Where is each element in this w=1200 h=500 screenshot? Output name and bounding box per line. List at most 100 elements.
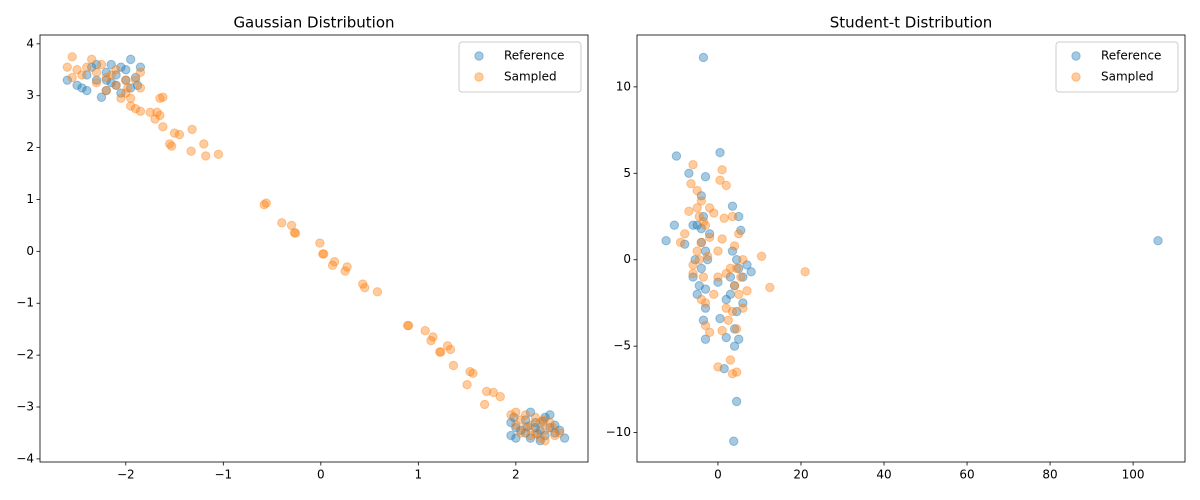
point [488, 387, 499, 398]
chart-title: Gaussian Distribution [233, 14, 394, 32]
point [538, 416, 548, 427]
point [403, 320, 414, 331]
point [530, 412, 541, 423]
point [116, 62, 126, 72]
point [734, 334, 744, 344]
point [692, 185, 702, 196]
point [545, 417, 555, 428]
point [704, 229, 715, 239]
point [555, 428, 565, 438]
legend-label: Reference [1101, 49, 1161, 63]
point [545, 423, 555, 433]
point [709, 208, 719, 218]
point [319, 249, 329, 259]
point [721, 180, 731, 191]
point [77, 70, 87, 80]
point [721, 268, 731, 279]
point [713, 246, 723, 256]
x-tick-label: −1 [214, 468, 232, 482]
point [700, 284, 711, 294]
point [696, 191, 707, 201]
point [694, 211, 704, 222]
point [729, 280, 740, 291]
x-tick-label: 0 [714, 468, 722, 482]
point [731, 396, 742, 407]
point [700, 320, 711, 331]
point [704, 232, 715, 242]
y-tick-label: 0 [623, 252, 631, 266]
point [327, 260, 338, 271]
point [125, 101, 136, 111]
point [671, 151, 682, 161]
point [742, 286, 752, 296]
point [111, 80, 121, 91]
x-tick-label: 40 [876, 468, 891, 482]
point [696, 237, 707, 248]
point [158, 92, 168, 102]
point [101, 75, 112, 85]
point [535, 433, 545, 443]
legend-label: Sampled [1101, 70, 1154, 84]
point [725, 263, 736, 274]
point [696, 294, 707, 305]
point [511, 407, 521, 417]
point [696, 237, 707, 248]
point [468, 368, 478, 378]
point [72, 80, 82, 91]
point [719, 213, 729, 223]
point [688, 220, 698, 230]
point [540, 425, 550, 436]
point [688, 272, 698, 282]
point [436, 347, 446, 357]
point [125, 93, 136, 103]
point [96, 92, 107, 102]
point [525, 433, 536, 443]
point [67, 72, 77, 83]
chart-title: Student-t Distribution [830, 14, 993, 32]
point [509, 412, 519, 423]
point [62, 75, 73, 85]
point [525, 430, 536, 441]
point [91, 59, 102, 70]
point [101, 85, 112, 96]
point [174, 129, 185, 140]
y-tick-label: −3 [16, 400, 34, 414]
point [700, 220, 711, 230]
point [91, 78, 102, 88]
point [516, 425, 526, 436]
legend-label: Sampled [504, 70, 557, 84]
point [315, 238, 325, 248]
point [91, 67, 102, 78]
point [731, 306, 742, 317]
point [187, 124, 197, 135]
point [277, 218, 287, 228]
subplot: Student-t Distribution 0 20 40 60 80 100 −10 −5 0… [606, 14, 1186, 482]
point [166, 141, 177, 151]
point [101, 72, 112, 83]
point [680, 239, 690, 249]
point [135, 62, 146, 72]
point [72, 65, 82, 75]
point [428, 332, 438, 342]
point [721, 294, 731, 305]
point [736, 225, 746, 236]
legend-marker [474, 72, 484, 82]
axes-frame [636, 34, 1186, 463]
point [530, 428, 541, 438]
point [101, 85, 112, 96]
point [725, 289, 736, 300]
legend-label: Reference [504, 49, 564, 63]
point [696, 223, 707, 234]
point [715, 313, 725, 324]
y-tick-label: 0 [26, 244, 34, 258]
point [550, 420, 560, 430]
point [506, 430, 516, 441]
point [727, 306, 738, 317]
point [698, 272, 709, 282]
point [481, 386, 492, 397]
legend-box [458, 41, 582, 93]
x-tick-label: 2 [512, 468, 520, 482]
y-tick-label: 4 [26, 36, 34, 50]
point [713, 277, 723, 287]
point [704, 203, 715, 213]
